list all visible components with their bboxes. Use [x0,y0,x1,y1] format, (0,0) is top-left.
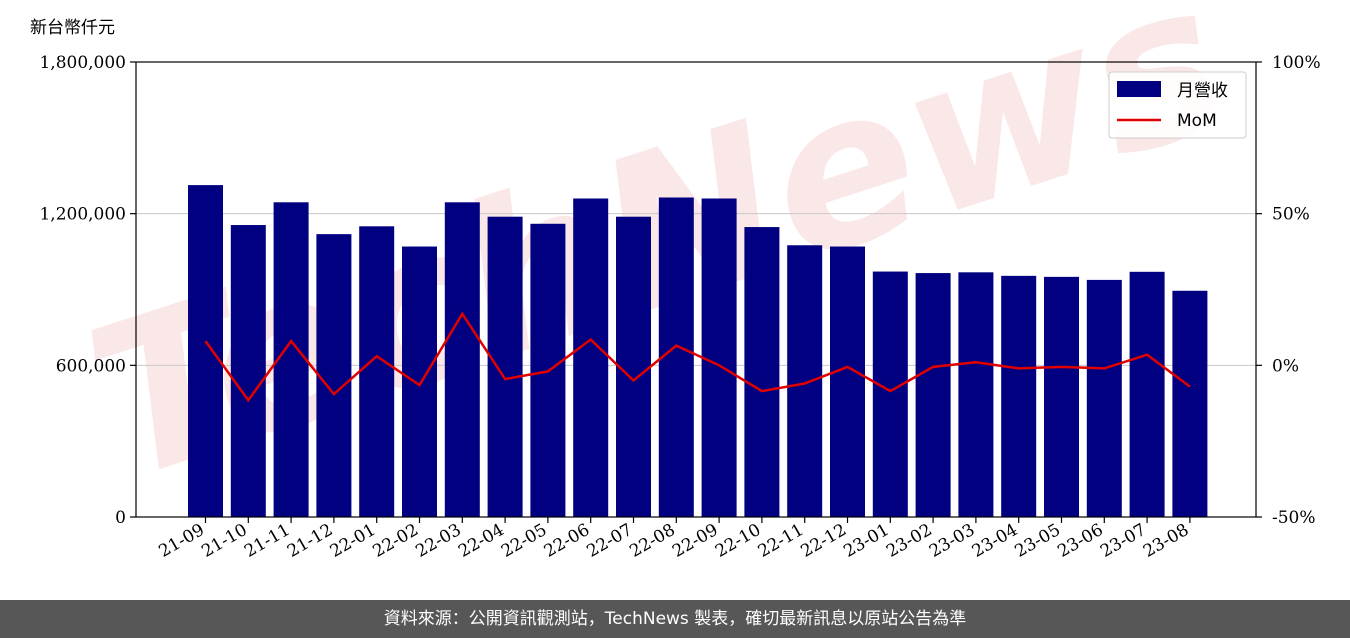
left-tick-label: 600,000 [56,356,126,376]
x-tick-label: 22-05 [498,520,550,562]
revenue-chart: TechNews 0600,0001,200,0001,800,000-50%0… [30,0,1321,562]
x-tick-label: 23-03 [926,520,978,562]
bar-22-01 [359,226,395,518]
left-tick-label: 0 [115,508,126,528]
x-tick-label: 22-03 [412,520,464,562]
x-tick-label: 22-01 [327,520,379,562]
left-tick-label: 1,800,000 [39,53,126,73]
source-text: 資料來源：公開資訊觀測站，TechNews 製表，確切最新訊息以原站公告為準 [383,609,967,629]
right-tick-label: 0% [1272,356,1299,376]
legend-label-revenue: 月營收 [1177,81,1228,101]
bar-22-04 [487,216,523,517]
bar-23-04 [1001,275,1037,517]
bar-22-03 [444,202,480,517]
bar-22-09 [701,198,737,517]
bar-22-12 [830,246,865,517]
x-tick-label: 22-02 [370,520,422,562]
bar-22-11 [787,245,823,517]
left-tick-label: 1,200,000 [39,205,126,225]
bar-21-09 [188,185,223,517]
bar-series [188,185,1208,518]
x-tick-label: 21-12 [284,520,336,562]
bar-22-07 [616,216,651,517]
x-tick-label: 21-09 [156,520,208,562]
x-tick-label: 22-09 [669,520,721,562]
right-tick-label: -50% [1272,508,1316,528]
right-tick-label: 100% [1272,53,1321,73]
x-tick-label: 23-05 [1012,520,1064,562]
x-tick-label: 21-10 [198,520,250,562]
x-tick-label: 23-07 [1097,520,1149,562]
x-tick-label: 22-06 [541,520,593,562]
x-tick-label: 23-02 [883,520,935,562]
x-tick-label: 22-04 [455,520,507,562]
legend: 月營收 MoM [1108,71,1247,139]
plot-frame [135,61,1257,518]
bar-23-05 [1044,276,1079,517]
legend-label-mom: MoM [1177,111,1217,131]
x-tick-label: 22-07 [584,520,636,562]
x-tick-label: 23-08 [1140,520,1192,562]
bar-22-10 [744,227,780,517]
bar-23-06 [1086,279,1122,517]
bar-21-11 [273,202,309,517]
bar-21-12 [316,234,352,517]
bar-23-01 [872,271,908,517]
bar-23-02 [915,273,951,517]
x-tick-label: 22-12 [798,520,850,562]
bar-23-07 [1129,271,1165,517]
bar-21-10 [230,225,266,517]
bar-22-02 [402,246,437,517]
bar-22-06 [573,198,609,517]
x-tick-label: 22-10 [712,520,764,562]
right-tick-label: 50% [1272,205,1310,225]
bar-23-08 [1172,290,1208,517]
unit-label: 新台幣仟元 [30,18,115,38]
bar-23-03 [958,272,994,517]
source-footer: 資料來源：公開資訊觀測站，TechNews 製表，確切最新訊息以原站公告為準 [0,600,1350,638]
x-tick-label: 23-01 [840,520,892,562]
x-tick-label: 23-06 [1054,520,1106,562]
legend-swatch-bar [1117,81,1161,97]
x-tick-label: 22-08 [626,520,678,562]
x-tick-label: 21-11 [241,520,293,562]
bar-22-08 [658,197,694,517]
mom-line [204,311,1191,403]
x-tick-label: 23-04 [969,520,1021,562]
mom-line-series [204,311,1191,403]
x-tick-label: 22-11 [755,520,807,562]
